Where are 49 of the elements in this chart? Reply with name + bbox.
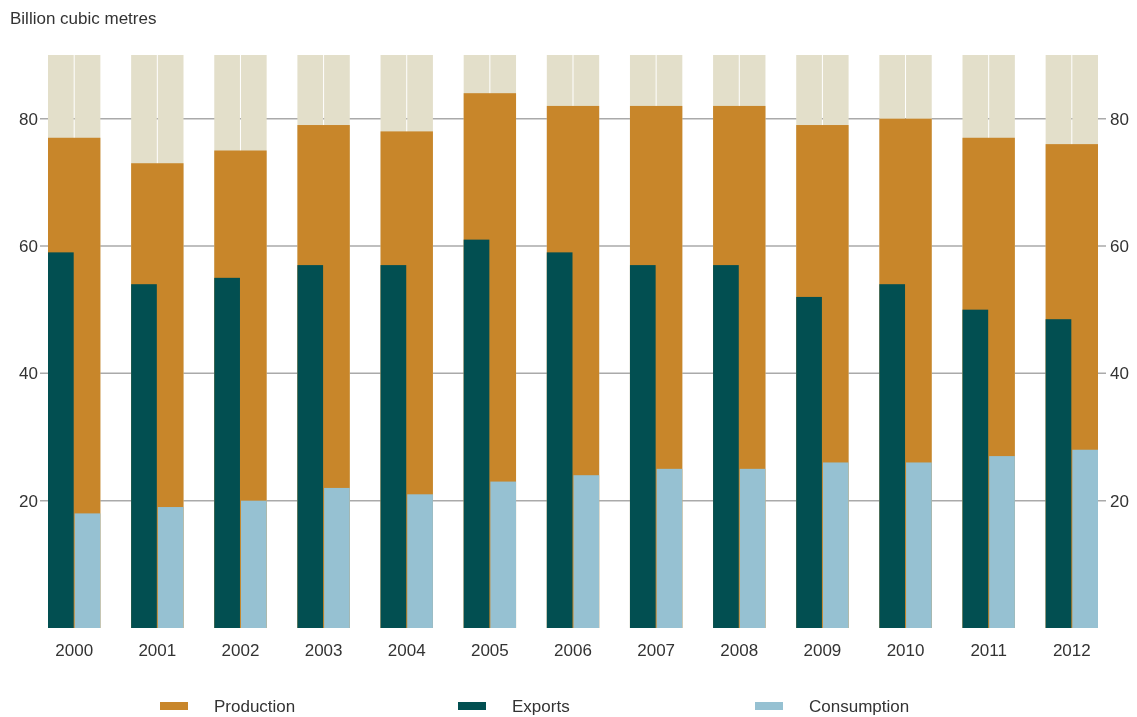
y2-tick-label: 40 [1110, 364, 1129, 384]
bar [962, 309, 989, 628]
bar [380, 265, 407, 628]
x-tick-label: 2012 [1052, 641, 1091, 660]
bar [739, 468, 766, 628]
bar [463, 239, 490, 628]
bar [490, 481, 517, 628]
y2-tick-label: 60 [1110, 236, 1129, 256]
bar [1072, 449, 1098, 628]
x-tick-label: 2009 [803, 641, 842, 660]
bar [324, 487, 350, 628]
x-tick-label: 2001 [138, 641, 177, 660]
legend-label: Production [214, 696, 296, 716]
bar [546, 252, 573, 628]
x-tick-label: 2008 [720, 641, 759, 660]
bar [407, 494, 433, 628]
bar [989, 456, 1015, 628]
bar [1045, 319, 1072, 628]
bar [157, 507, 184, 628]
y-axis-title: Billion cubic metres [10, 9, 157, 28]
x-tick-label: 2010 [886, 641, 925, 660]
bar [74, 513, 101, 628]
y-tick-label: 80 [19, 109, 38, 129]
bar [906, 462, 932, 628]
bar [629, 265, 656, 628]
bar [573, 475, 600, 628]
x-tick-label: 2006 [554, 641, 592, 660]
x-tick-label: 2005 [470, 641, 509, 660]
x-tick-label: 2004 [387, 641, 426, 660]
bar [297, 265, 324, 628]
y-tick-label: 20 [19, 491, 38, 511]
bar [822, 462, 849, 628]
y2-tick-label: 20 [1110, 491, 1129, 511]
x-tick-label: 2011 [970, 641, 1007, 660]
y-tick-label: 60 [19, 236, 38, 256]
y2-tick-label: 80 [1110, 109, 1129, 129]
legend-label: Exports [512, 696, 570, 716]
bar [131, 284, 157, 628]
x-tick-label: 2002 [221, 641, 260, 660]
x-tick-label: 2003 [304, 641, 343, 660]
x-tick-label: 2007 [637, 641, 676, 660]
bar [713, 265, 739, 628]
bar [48, 252, 74, 628]
bar [796, 296, 822, 628]
y-tick-label: 40 [19, 364, 38, 384]
x-tick-label: 2000 [55, 641, 94, 660]
bar [240, 500, 267, 628]
bar [656, 468, 683, 628]
legend-label: Consumption [809, 696, 910, 716]
